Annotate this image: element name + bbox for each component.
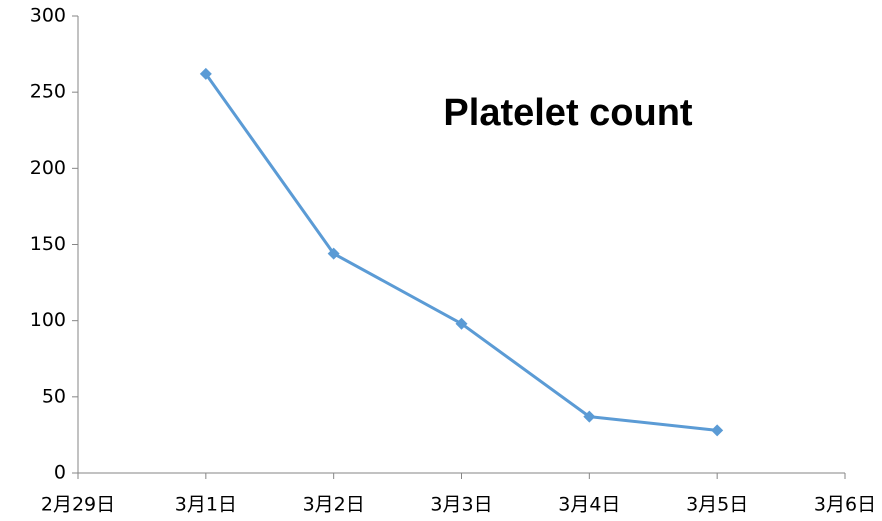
x-tick-label: 3月4日 <box>558 494 620 516</box>
y-tick-label: 100 <box>30 309 66 331</box>
x-tick-label: 3月6日 <box>814 494 876 516</box>
y-tick-label: 150 <box>30 233 66 255</box>
marker <box>711 424 724 437</box>
marker <box>583 410 596 423</box>
marker <box>455 317 468 330</box>
y-tick-label: 250 <box>30 81 66 103</box>
x-tick-label: 3月1日 <box>175 494 237 516</box>
y-tick-label: 200 <box>30 157 66 179</box>
chart-title: Platelet count <box>443 92 692 134</box>
x-tick-label: 3月3日 <box>430 494 492 516</box>
marker <box>327 247 340 260</box>
marker <box>199 67 212 80</box>
y-tick-label: 50 <box>42 385 66 407</box>
x-tick-label: 3月5日 <box>686 494 748 516</box>
x-tick-label: 3月2日 <box>303 494 365 516</box>
x-tick-label: 2月29日 <box>41 494 115 516</box>
y-tick-label: 300 <box>30 5 66 27</box>
y-tick-label: 0 <box>54 462 66 484</box>
